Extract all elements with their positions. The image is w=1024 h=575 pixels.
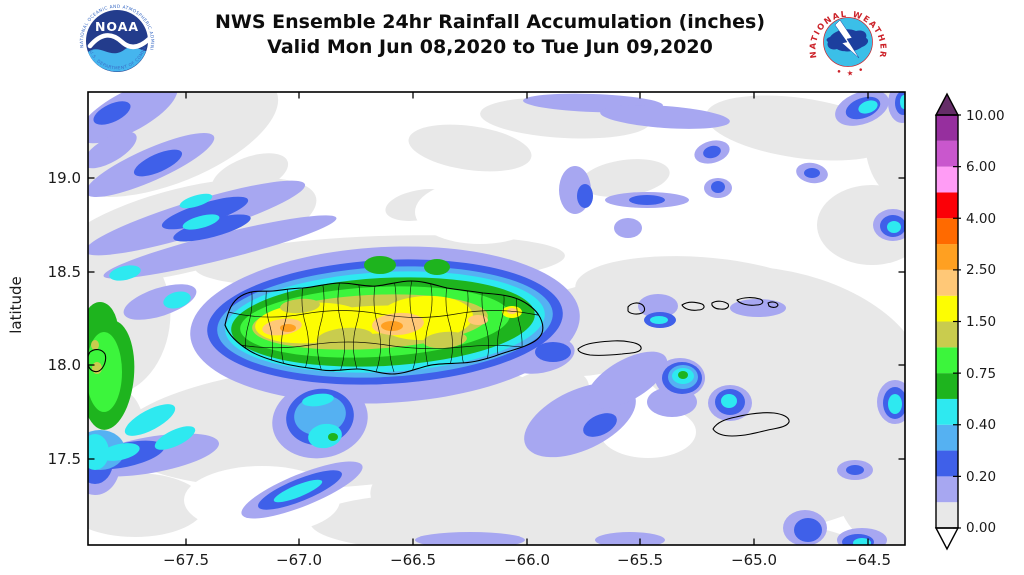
- colorbar-label: 2.50: [966, 262, 996, 278]
- colorbar-label: 0.20: [966, 469, 996, 485]
- coastline-st-croix: [712, 412, 790, 437]
- colorbar-segment: [936, 502, 958, 529]
- y-tick-label: 19.0: [48, 169, 81, 187]
- colorbar-segment: [936, 373, 958, 399]
- coastline-puerto-rico: [224, 280, 544, 375]
- colorbar-segment: [936, 450, 958, 477]
- colorbar-over-arrow: [934, 92, 960, 116]
- colorbar-segment: [936, 269, 958, 296]
- colorbar-label: 1.50: [966, 314, 996, 330]
- axes-frame: −67.5 −67.0 −66.5 −66.0 −65.5 −65.0 −64.…: [7, 91, 906, 569]
- coastline-st-john: [711, 300, 730, 310]
- x-tick-label: −67.5: [163, 551, 209, 569]
- x-tick-label: −65.5: [617, 551, 663, 569]
- noaa-sea: [88, 47, 146, 72]
- x-tick-label: −66.0: [504, 551, 550, 569]
- nws-lightning-icon: [834, 19, 860, 59]
- colorbar-labels: 10.00 6.00 4.00 2.50 1.50 0.75 0.40 0.20…: [966, 108, 1005, 536]
- y-axis-title: latitude: [7, 276, 25, 334]
- x-tick-label: −64.5: [845, 551, 891, 569]
- x-tick-label: −65.0: [731, 551, 777, 569]
- colorbar-label: 0.00: [966, 520, 996, 536]
- y-tick-label: 18.5: [48, 263, 81, 281]
- colorbar-segment: [936, 192, 958, 219]
- colorbar-segment: [936, 398, 958, 425]
- colorbar-under-arrow: [934, 527, 960, 551]
- plot-border: [87, 91, 906, 546]
- nws-logo: NATIONAL WEATHER SERVICE • ★ •: [806, 2, 887, 81]
- coastline-st-thomas: [681, 301, 705, 311]
- colorbar-segment: [936, 295, 958, 322]
- colorbar-segment: [936, 115, 958, 141]
- colorbar-label: 4.00: [966, 211, 996, 227]
- colorbar-label: 6.00: [966, 159, 996, 175]
- x-axis-labels: −67.5 −67.0 −66.5 −66.0 −65.5 −65.0 −64.…: [163, 551, 891, 569]
- title-line-2: Valid Mon Jun 08,2020 to Tue Jun 09,2020: [267, 35, 713, 58]
- noaa-acronym: NOAA: [95, 19, 139, 34]
- y-tick-label: 18.0: [48, 356, 81, 374]
- noaa-logo: NATIONAL OCEANIC AND ATMOSPHERIC ADMINIS…: [78, 2, 155, 78]
- khaki-patches: [280, 298, 467, 349]
- x-axis-ticks: [185, 92, 869, 545]
- y-axis-labels: 19.0 18.5 18.0 17.5: [48, 169, 81, 468]
- x-tick-label: −66.5: [390, 551, 436, 569]
- contour-field: [88, 92, 905, 545]
- colorbar-segments: [936, 115, 958, 529]
- coastline-culebra: [627, 302, 646, 315]
- colorbar-segment: [936, 424, 958, 451]
- colorbar-segment: [936, 347, 958, 374]
- chart-title: NWS Ensemble 24hr Rainfall Accumulation …: [180, 10, 800, 59]
- title-line-1: NWS Ensemble 24hr Rainfall Accumulation …: [214, 11, 766, 33]
- colorbar-label: 0.75: [966, 366, 996, 382]
- colorbar-segment: [936, 476, 958, 503]
- colorbar-segment: [936, 218, 958, 245]
- colorbar-segment: [936, 166, 958, 193]
- colorbar-segment: [936, 140, 958, 167]
- colorbar: 10.00 6.00 4.00 2.50 1.50 0.75 0.40 0.20…: [934, 92, 1005, 551]
- colorbar-segment: [936, 244, 958, 270]
- colorbar-tick-marks: [953, 114, 961, 529]
- coastline-virgin-gorda: [767, 301, 779, 308]
- y-axis-ticks: [88, 177, 905, 460]
- colorbar-label: 10.00: [966, 108, 1005, 124]
- colorbar-label: 0.40: [966, 417, 996, 433]
- x-tick-label: −67.0: [276, 551, 322, 569]
- coastline-tortola: [736, 297, 764, 306]
- coastline-mona: [88, 349, 107, 373]
- coastline-vieques: [577, 340, 642, 356]
- colorbar-segment: [936, 321, 958, 348]
- y-tick-label: 17.5: [48, 450, 81, 468]
- noaa-seagull-icon: [87, 33, 152, 50]
